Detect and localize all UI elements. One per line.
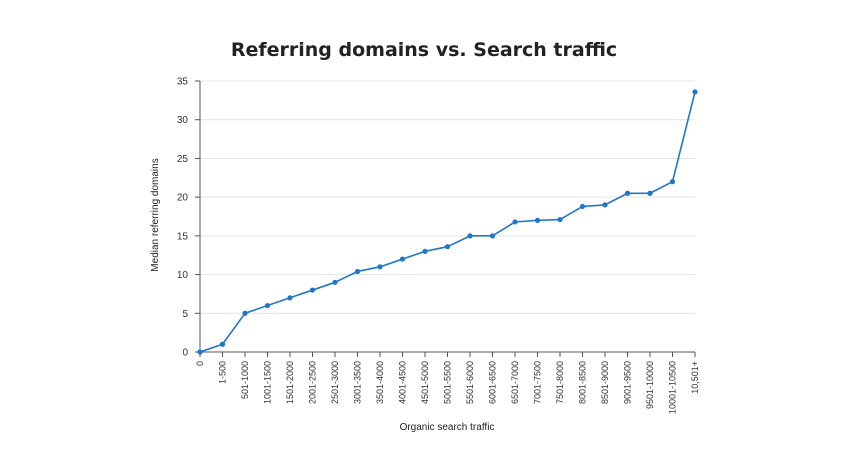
- y-tick-label: 0: [182, 348, 188, 359]
- data-point: [332, 279, 338, 285]
- x-tick-label: 7501-8000: [555, 361, 565, 404]
- chart-title: Referring domains vs. Search traffic: [231, 39, 617, 61]
- data-point: [669, 179, 676, 185]
- data-point: [377, 264, 383, 270]
- x-tick-label: 6001-6500: [488, 361, 498, 404]
- y-tick-label: 25: [177, 154, 189, 165]
- x-tick-label: 1-500: [218, 361, 228, 384]
- y-tick-label: 10: [177, 270, 189, 281]
- data-point: [264, 302, 271, 309]
- y-tick-label: 35: [177, 77, 189, 88]
- data-point: [579, 203, 586, 210]
- data-point: [647, 190, 653, 196]
- x-tick-label: 5501-6000: [465, 361, 475, 404]
- axes: [195, 80, 696, 357]
- data-point: [534, 217, 541, 223]
- x-tick-label: 9501-10000: [645, 361, 655, 409]
- y-tick-label: 5: [182, 309, 188, 320]
- x-tick-label: 6501-7000: [510, 361, 520, 404]
- data-point: [399, 256, 406, 262]
- y-tick-label: 30: [177, 115, 189, 126]
- x-tick-label: 8001-8500: [578, 361, 588, 404]
- x-tick-label: 4001-4500: [398, 361, 408, 404]
- data-point: [444, 244, 451, 250]
- data-point: [602, 202, 608, 208]
- y-tick-label: 15: [177, 231, 189, 242]
- x-tick-label: 7001-7500: [533, 361, 543, 404]
- data-point: [467, 233, 473, 239]
- grid-lines: [200, 80, 695, 314]
- x-tick-label: 3001-3500: [353, 361, 363, 404]
- x-tick-label: 10001-10500: [668, 361, 678, 414]
- x-tick-label: 1501-2000: [285, 361, 295, 404]
- x-tick-label: 8501-9000: [600, 361, 610, 404]
- x-tick-label: 9001-9500: [623, 361, 633, 404]
- data-point: [197, 349, 203, 355]
- x-tick-label: 501-1000: [240, 361, 250, 399]
- data-point: [692, 89, 698, 95]
- x-tick-label: 10,501+: [690, 361, 700, 394]
- data-point: [557, 216, 563, 223]
- x-tick-label: 5001-5500: [443, 361, 453, 404]
- data-point: [512, 219, 518, 225]
- data-points: [197, 89, 698, 355]
- x-tick-label: 2001-2500: [308, 361, 318, 404]
- y-axis-title: Median referring domains: [150, 158, 161, 271]
- data-point: [219, 341, 226, 347]
- y-tick-label: 20: [177, 193, 189, 204]
- y-tick-labels: 0 5 10 15 20 25 30 35: [177, 77, 189, 359]
- x-tick-label: 1001-1500: [263, 361, 273, 404]
- data-point: [489, 233, 496, 239]
- x-tick-label: 0: [195, 361, 205, 366]
- x-tick-label: 2501-3000: [330, 361, 340, 404]
- x-tick-labels: 0 1-500 501-1000 1001-1500 1501-2000 2001-250…: [195, 361, 700, 414]
- data-point: [242, 310, 248, 316]
- data-point: [309, 287, 316, 293]
- data-point: [287, 295, 293, 301]
- data-point: [354, 268, 361, 275]
- data-point: [422, 248, 428, 254]
- data-point: [624, 190, 631, 196]
- x-tick-label: 3501-4000: [375, 361, 385, 404]
- x-axis-title: Organic search traffic: [400, 422, 495, 433]
- x-tick-label: 4501-5000: [420, 361, 430, 404]
